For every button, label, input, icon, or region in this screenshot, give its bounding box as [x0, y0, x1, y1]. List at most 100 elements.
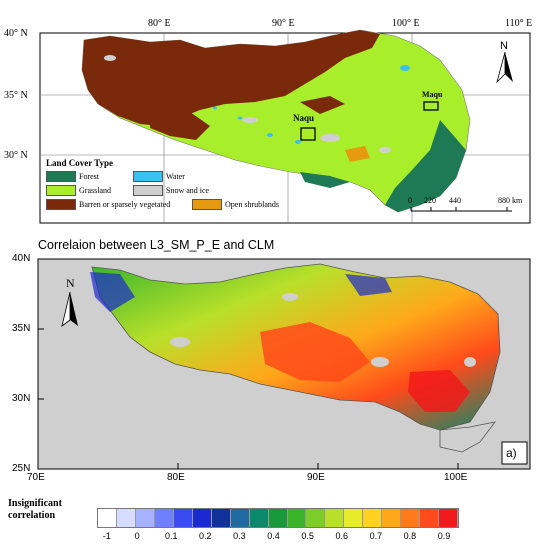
y-tick-30n: 30N [12, 393, 31, 404]
legend-swatch [133, 171, 163, 182]
colorbar-swatch [325, 509, 345, 527]
shrubland-patch [345, 146, 370, 162]
colorbar-label: -1 [102, 531, 111, 541]
colorbar-label: 0.6 [335, 531, 348, 541]
legend-swatch [192, 199, 222, 210]
colorbar-label: 0.9 [437, 531, 451, 541]
legend-swatch [46, 171, 76, 182]
legend-item-barren: Barren or sparsely vegetated [46, 199, 170, 210]
colorbar-caption: Insignificant correlation [8, 498, 62, 522]
barren-region [82, 30, 380, 126]
x-tick-90e: 90E [307, 472, 325, 483]
legend-item-water: Water [133, 171, 185, 182]
y-tick-40n: 40N [12, 253, 31, 264]
legend-item-forest: Forest [46, 171, 99, 182]
colorbar-swatch [116, 509, 136, 527]
legend-swatch [133, 185, 163, 196]
colorbar-label: 0.7 [369, 531, 383, 541]
colorbar-swatch [420, 509, 440, 527]
colorbar-swatch [135, 509, 155, 527]
lon-label-110: 110° E [505, 18, 533, 29]
insignificant-patches [170, 293, 476, 367]
legend-item-grassland: Grassland [46, 185, 111, 196]
scale-bar [410, 207, 512, 212]
land-cover-map: 80° E 90° E 100° E 110° E 40° N 35° N 30… [0, 0, 550, 225]
lat-label-30: 30° N [4, 150, 28, 161]
colorbar-label: 0.5 [301, 531, 314, 541]
colorbar-label: 0.1 [164, 531, 178, 541]
y-tick-35n: 35N [12, 323, 31, 334]
scale-label-220: 220 [424, 196, 436, 205]
legend-swatch [46, 185, 76, 196]
axis-ticks [38, 258, 459, 470]
lon-label-100: 100° E [392, 18, 420, 29]
x-tick-70e: 70E [27, 472, 45, 483]
legend-swatch [46, 199, 76, 210]
low-correlation-zone-n [345, 274, 392, 296]
colorbar-swatch [173, 509, 193, 527]
snow-ice-patches [104, 55, 391, 153]
colorbar-swatch [268, 509, 288, 527]
colorbar-swatch [344, 509, 364, 527]
colorbar-swatch [287, 509, 307, 527]
lat-label-35: 35° N [4, 90, 28, 101]
barren-patch-2 [300, 96, 345, 114]
legend-label: Forest [79, 172, 99, 181]
colorbar-swatch [154, 509, 174, 527]
colorbar-label: 0.3 [233, 531, 246, 541]
colorbar-label: 0.8 [403, 531, 417, 541]
colorbar-label: 0 [134, 531, 140, 541]
north-label-2: N [66, 276, 75, 290]
site-label-maqu: Maqu [422, 90, 443, 99]
colorbar-swatch [98, 509, 117, 527]
north-arrow-icon [496, 51, 513, 84]
lon-label-80: 80° E [148, 18, 171, 29]
colorbar-swatch [211, 509, 231, 527]
correlation-map-svg [37, 258, 531, 470]
legend-item-shrublands: Open shrublands [192, 199, 279, 210]
scale-label-440: 440 [449, 196, 461, 205]
water-bodies [213, 65, 410, 144]
legend-label: Snow and ice [166, 186, 210, 195]
x-tick-100e: 100E [444, 472, 468, 483]
legend-label: Grassland [79, 186, 111, 195]
site-label-naqu: Naqu [293, 113, 315, 123]
legend-label: Open shrublands [225, 200, 279, 209]
panel-label: a) [506, 446, 517, 460]
colorbar-swatch [439, 509, 459, 527]
colorbar-caption-line1: Insignificant [8, 498, 62, 509]
colorbar-swatch [306, 509, 326, 527]
colorbar-swatch [382, 509, 402, 527]
lon-label-90: 90° E [272, 18, 295, 29]
forest-patch [300, 172, 350, 188]
scale-label-0: 0 [408, 196, 412, 205]
north-arrow-icon-2 [61, 291, 78, 327]
colorbar-labels: -1 0 0.1 0.2 0.3 0.4 0.5 0.6 0.7 0.8 0.9 [97, 531, 457, 545]
colorbar-label: 0.2 [199, 531, 212, 541]
barren-patch [150, 112, 210, 140]
colorbar-swatch [363, 509, 383, 527]
colorbar-caption-line2: correlation [8, 510, 56, 521]
land-cover-map-svg [39, 29, 531, 224]
legend-label: Barren or sparsely vegetated [79, 200, 171, 209]
colorbar-swatch [192, 509, 212, 527]
maqu-site-box [423, 101, 439, 111]
north-label: N [500, 40, 508, 52]
lat-label-40: 40° N [4, 28, 28, 39]
scale-label-880: 880 km [498, 196, 523, 205]
low-correlation-zone [90, 272, 135, 312]
naqu-site-box [300, 127, 316, 141]
forest-region [385, 120, 466, 212]
colorbar-swatch [401, 509, 421, 527]
high-correlation-zone-se [408, 370, 470, 412]
legend-title: Land Cover Type [46, 158, 114, 168]
x-tick-80e: 80E [167, 472, 185, 483]
legend-label: Water [166, 172, 185, 181]
panel-label-box [501, 441, 528, 465]
colorbar-swatch [230, 509, 250, 527]
colorbar-label: 0.4 [267, 531, 280, 541]
correlation-map-title: Correlaion between L3_SM_P_E and CLM [38, 238, 275, 252]
colorbar [97, 508, 459, 528]
colorbar-swatch [249, 509, 269, 527]
legend-item-snow-ice: Snow and ice [133, 185, 209, 196]
